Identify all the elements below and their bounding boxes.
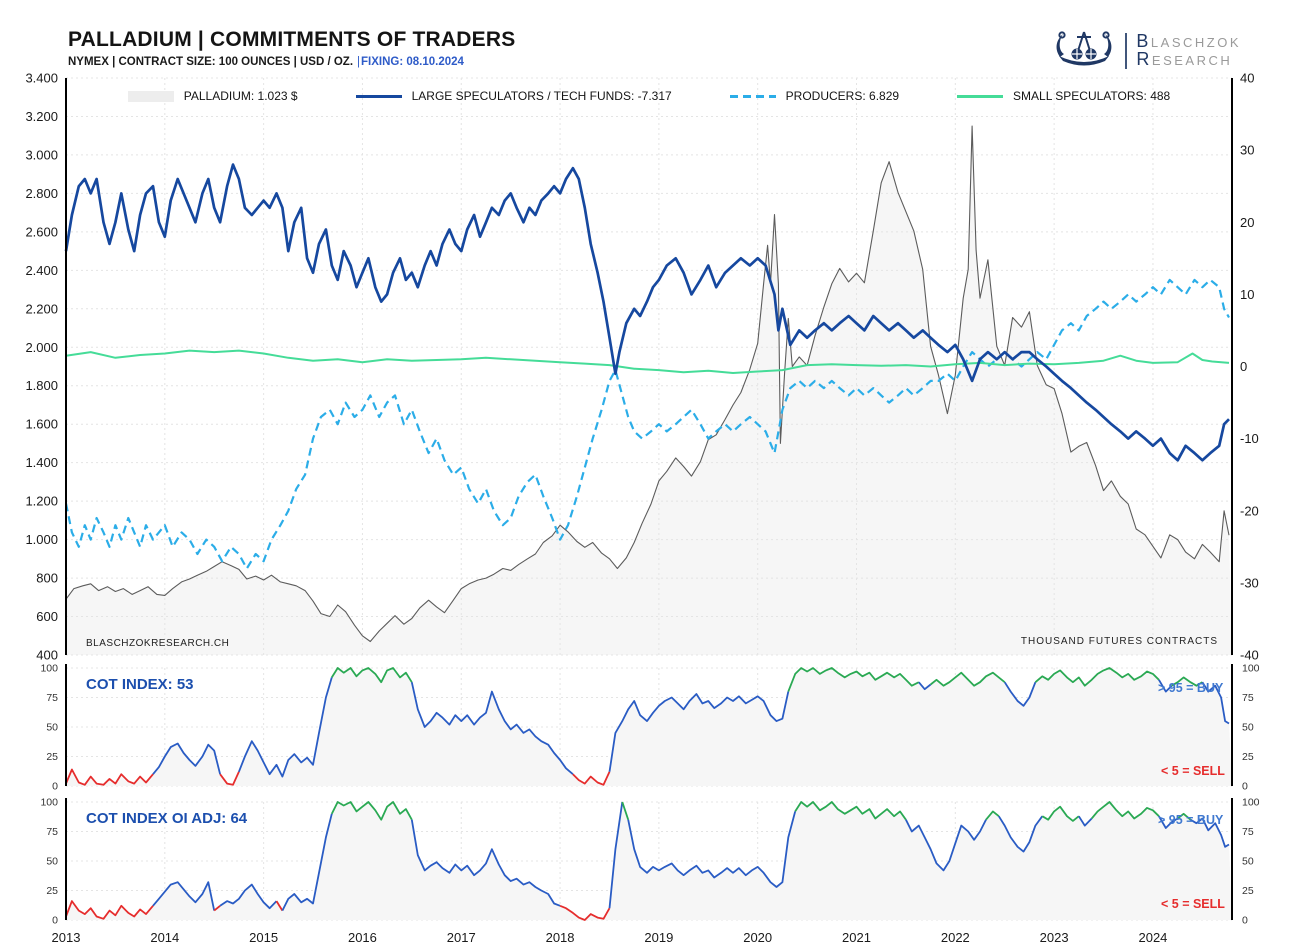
svg-text:50: 50 bbox=[1242, 722, 1254, 734]
legend-item-producers: PRODUCERS: 6.829 bbox=[729, 89, 900, 103]
svg-text:2024: 2024 bbox=[1138, 930, 1167, 945]
svg-text:0: 0 bbox=[52, 915, 58, 927]
svg-text:2.400: 2.400 bbox=[25, 263, 58, 278]
svg-text:2.200: 2.200 bbox=[25, 301, 58, 316]
svg-text:100: 100 bbox=[40, 797, 58, 809]
fixing-date: FIXING: 08.10.2024 bbox=[361, 56, 464, 68]
svg-text:50: 50 bbox=[1242, 856, 1254, 868]
svg-text:25: 25 bbox=[46, 885, 58, 897]
svg-text:3.200: 3.200 bbox=[25, 109, 58, 124]
viking-ship-icon bbox=[1052, 24, 1116, 77]
units-label: THOUSAND FUTURES CONTRACTS bbox=[1020, 636, 1218, 647]
svg-text:1.600: 1.600 bbox=[25, 417, 58, 432]
svg-text:75: 75 bbox=[1242, 692, 1254, 704]
svg-text:2013: 2013 bbox=[52, 930, 81, 945]
svg-text:25: 25 bbox=[46, 751, 58, 763]
area-swatch-icon bbox=[127, 90, 174, 102]
svg-text:50: 50 bbox=[46, 722, 58, 734]
svg-text:75: 75 bbox=[46, 826, 58, 838]
main-legend: PALLADIUM: 1.023 $ LARGE SPECULATORS / T… bbox=[66, 89, 1232, 103]
brand-name: BLASCHZOK RESEARCH bbox=[1136, 31, 1241, 69]
svg-text:2015: 2015 bbox=[249, 930, 278, 945]
svg-text:2018: 2018 bbox=[546, 930, 575, 945]
brand-word2-rest: ESEARCH bbox=[1151, 52, 1233, 68]
svg-text:30: 30 bbox=[1240, 143, 1254, 158]
svg-text:10: 10 bbox=[1240, 287, 1254, 302]
svg-text:2.000: 2.000 bbox=[25, 340, 58, 355]
svg-text:0: 0 bbox=[52, 781, 58, 793]
svg-text:0: 0 bbox=[1240, 359, 1247, 374]
svg-text:100: 100 bbox=[1242, 663, 1260, 675]
line-swatch-icon bbox=[355, 94, 402, 98]
svg-text:0: 0 bbox=[1242, 781, 1248, 793]
svg-text:0: 0 bbox=[1242, 915, 1248, 927]
svg-text:25: 25 bbox=[1242, 751, 1254, 763]
legend-label-producers: PRODUCERS: 6.829 bbox=[785, 89, 900, 103]
legend-item-small-speculators: SMALL SPECULATORS: 488 bbox=[957, 89, 1170, 103]
cot-index-buy-threshold: > 95 = BUY bbox=[1158, 681, 1224, 695]
svg-text:3.000: 3.000 bbox=[25, 147, 58, 162]
svg-text:2016: 2016 bbox=[348, 930, 377, 945]
svg-text:100: 100 bbox=[1242, 797, 1260, 809]
legend-label-large-speculators: LARGE SPECULATORS / TECH FUNDS: -7.317 bbox=[411, 89, 672, 103]
svg-text:25: 25 bbox=[1242, 885, 1254, 897]
svg-text:1.000: 1.000 bbox=[25, 532, 58, 547]
svg-text:3.400: 3.400 bbox=[25, 71, 58, 86]
svg-text:2019: 2019 bbox=[644, 930, 673, 945]
svg-text:75: 75 bbox=[46, 692, 58, 704]
svg-text:-10: -10 bbox=[1240, 431, 1259, 446]
svg-text:1.400: 1.400 bbox=[25, 455, 58, 470]
svg-text:2014: 2014 bbox=[150, 930, 179, 945]
brand-word1-initial: B bbox=[1136, 31, 1151, 52]
svg-text:2021: 2021 bbox=[842, 930, 871, 945]
cot-index-title: COT INDEX: 53 bbox=[86, 676, 194, 693]
cot-index-oi-adj-title: COT INDEX OI ADJ: 64 bbox=[86, 810, 248, 827]
legend-label-palladium: PALLADIUM: 1.023 $ bbox=[183, 89, 298, 103]
svg-text:2017: 2017 bbox=[447, 930, 476, 945]
svg-text:800: 800 bbox=[36, 571, 58, 586]
legend-label-small-speculators: SMALL SPECULATORS: 488 bbox=[1013, 89, 1171, 103]
svg-text:600: 600 bbox=[36, 609, 58, 624]
subtitle-contract: NYMEX | CONTRACT SIZE: 100 OUNCES | USD … bbox=[68, 56, 354, 68]
svg-text:40: 40 bbox=[1240, 71, 1254, 86]
website-watermark: BLASCHZOKRESEARCH.CH bbox=[86, 638, 230, 649]
svg-text:2.600: 2.600 bbox=[25, 224, 58, 239]
svg-text:-40: -40 bbox=[1240, 648, 1259, 663]
svg-text:400: 400 bbox=[36, 648, 58, 663]
cot-index-sell-threshold: < 5 = SELL bbox=[1161, 764, 1225, 778]
svg-text:2.800: 2.800 bbox=[25, 186, 58, 201]
svg-text:100: 100 bbox=[40, 663, 58, 675]
svg-text:2020: 2020 bbox=[743, 930, 772, 945]
svg-text:75: 75 bbox=[1242, 826, 1254, 838]
dashed-line-swatch-icon bbox=[729, 94, 776, 98]
svg-text:-30: -30 bbox=[1240, 575, 1259, 590]
line-swatch-icon bbox=[957, 94, 1004, 98]
svg-text:50: 50 bbox=[46, 856, 58, 868]
svg-text:20: 20 bbox=[1240, 215, 1254, 230]
brand-word1-rest: LASCHZOK bbox=[1150, 35, 1241, 51]
legend-item-large-speculators: LARGE SPECULATORS / TECH FUNDS: -7.317 bbox=[355, 89, 672, 103]
cot-index-oi-adj-sell-threshold: < 5 = SELL bbox=[1161, 897, 1225, 911]
svg-text:2022: 2022 bbox=[941, 930, 970, 945]
svg-text:2023: 2023 bbox=[1040, 930, 1069, 945]
legend-item-palladium: PALLADIUM: 1.023 $ bbox=[127, 89, 298, 103]
header: PALLADIUM | COMMITMENTS OF TRADERS NYMEX… bbox=[68, 28, 515, 68]
subtitle: NYMEX | CONTRACT SIZE: 100 OUNCES | USD … bbox=[68, 56, 515, 68]
brand-logo: BLASCHZOK RESEARCH bbox=[1052, 24, 1241, 77]
svg-text:1.800: 1.800 bbox=[25, 378, 58, 393]
brand-word2-initial: R bbox=[1136, 48, 1152, 69]
cot-index-oi-adj-buy-threshold: > 95 = BUY bbox=[1158, 813, 1224, 827]
svg-text:1.200: 1.200 bbox=[25, 494, 58, 509]
brand-divider bbox=[1125, 32, 1128, 69]
svg-text:-20: -20 bbox=[1240, 503, 1259, 518]
page-title: PALLADIUM | COMMITMENTS OF TRADERS bbox=[68, 28, 516, 51]
subtitle-separator: | bbox=[357, 56, 361, 68]
